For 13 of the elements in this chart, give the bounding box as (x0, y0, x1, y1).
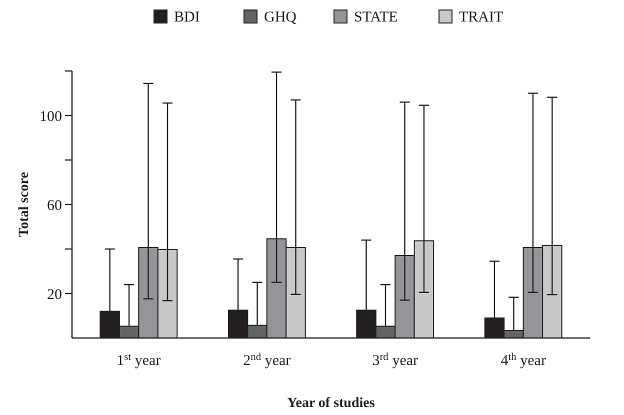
x-tick-label: 4$^{th}$ year (500, 352, 546, 369)
legend-label: TRAIT (459, 9, 504, 26)
y-tick-label: 60 (47, 198, 62, 214)
legend-label: STATE (354, 9, 398, 26)
y-axis-title: Total score (17, 172, 32, 237)
y-tick-label: 100 (40, 108, 62, 125)
x-tick-label: 2$^{nd}$ year (243, 352, 291, 369)
x-axis-title: Year of studies (287, 396, 376, 411)
legend-label: GHQ (264, 9, 297, 26)
legend-label: BDI (174, 9, 200, 26)
x-tick-label: 3$^{rd}$ year (372, 352, 418, 369)
y-tick-label: 20 (47, 286, 62, 303)
x-tick-label: 1$^{st}$ year (116, 352, 161, 369)
